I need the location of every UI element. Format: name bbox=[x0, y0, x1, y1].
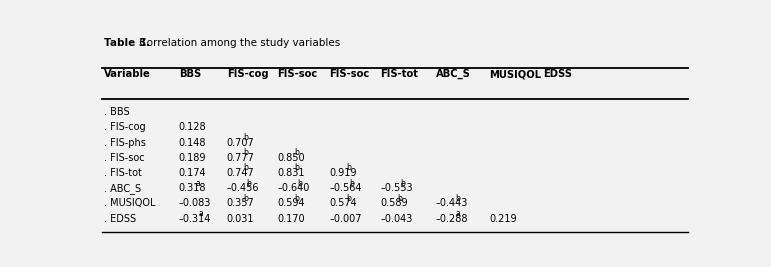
Text: b: b bbox=[244, 133, 248, 142]
Text: Variable: Variable bbox=[103, 69, 150, 79]
Text: 0.574: 0.574 bbox=[329, 198, 357, 208]
Text: 0.777: 0.777 bbox=[227, 153, 254, 163]
Text: . EDSS: . EDSS bbox=[103, 214, 136, 223]
Text: 0.031: 0.031 bbox=[227, 214, 254, 223]
Text: –0.456: –0.456 bbox=[227, 183, 259, 193]
Text: . ABC_S: . ABC_S bbox=[103, 183, 140, 194]
Text: b: b bbox=[244, 148, 248, 157]
Text: Table 3.: Table 3. bbox=[103, 38, 150, 48]
Text: a: a bbox=[456, 209, 460, 218]
Text: . FIS-tot: . FIS-tot bbox=[103, 168, 141, 178]
Text: Correlation among the study variables: Correlation among the study variables bbox=[136, 38, 341, 48]
Text: . FIS-soc: . FIS-soc bbox=[103, 153, 144, 163]
Text: 0.594: 0.594 bbox=[278, 198, 305, 208]
Text: 0.919: 0.919 bbox=[329, 168, 357, 178]
Text: b: b bbox=[244, 194, 248, 203]
Text: 0.747: 0.747 bbox=[227, 168, 254, 178]
Text: b: b bbox=[346, 194, 351, 203]
Text: –0.314: –0.314 bbox=[179, 214, 211, 223]
Text: b: b bbox=[349, 179, 354, 188]
Text: –0.007: –0.007 bbox=[329, 214, 362, 223]
Text: –0.043: –0.043 bbox=[380, 214, 412, 223]
Text: b: b bbox=[397, 194, 402, 203]
Text: ABC_S: ABC_S bbox=[436, 69, 470, 79]
Text: a: a bbox=[196, 179, 200, 188]
Text: b: b bbox=[247, 179, 251, 188]
Text: . BBS: . BBS bbox=[103, 107, 130, 117]
Text: –0.443: –0.443 bbox=[436, 198, 468, 208]
Text: b: b bbox=[244, 163, 248, 172]
Text: MUSIQOL: MUSIQOL bbox=[490, 69, 542, 79]
Text: –0.640: –0.640 bbox=[278, 183, 310, 193]
Text: 0.148: 0.148 bbox=[179, 138, 207, 147]
Text: b: b bbox=[295, 163, 299, 172]
Text: FIS-soc: FIS-soc bbox=[278, 69, 318, 79]
Text: 0.850: 0.850 bbox=[278, 153, 305, 163]
Text: 0.831: 0.831 bbox=[278, 168, 305, 178]
Text: BBS: BBS bbox=[179, 69, 201, 79]
Text: b: b bbox=[400, 179, 405, 188]
Text: a: a bbox=[199, 209, 204, 218]
Text: b: b bbox=[346, 163, 351, 172]
Text: 0.174: 0.174 bbox=[179, 168, 207, 178]
Text: FIS-tot: FIS-tot bbox=[380, 69, 418, 79]
Text: 0.189: 0.189 bbox=[179, 153, 207, 163]
Text: b: b bbox=[298, 179, 302, 188]
Text: –0.288: –0.288 bbox=[436, 214, 468, 223]
Text: –0.553: –0.553 bbox=[380, 183, 412, 193]
Text: EDSS: EDSS bbox=[544, 69, 572, 79]
Text: . FIS-cog: . FIS-cog bbox=[103, 122, 145, 132]
Text: . MUSIQOL: . MUSIQOL bbox=[103, 198, 155, 208]
Text: –0.564: –0.564 bbox=[329, 183, 362, 193]
Text: FIS-soc: FIS-soc bbox=[329, 69, 369, 79]
Text: 0.318: 0.318 bbox=[179, 183, 207, 193]
Text: 0.707: 0.707 bbox=[227, 138, 254, 147]
Text: 0.219: 0.219 bbox=[490, 214, 517, 223]
Text: 0.589: 0.589 bbox=[380, 198, 408, 208]
Text: –0.083: –0.083 bbox=[179, 198, 211, 208]
Text: FIS-cog: FIS-cog bbox=[227, 69, 268, 79]
Text: 0.128: 0.128 bbox=[179, 122, 207, 132]
Text: 0.170: 0.170 bbox=[278, 214, 305, 223]
Text: 0.357: 0.357 bbox=[227, 198, 254, 208]
Text: b: b bbox=[456, 194, 460, 203]
Text: b: b bbox=[295, 194, 299, 203]
Text: . FIS-phs: . FIS-phs bbox=[103, 138, 146, 147]
Text: b: b bbox=[295, 148, 299, 157]
